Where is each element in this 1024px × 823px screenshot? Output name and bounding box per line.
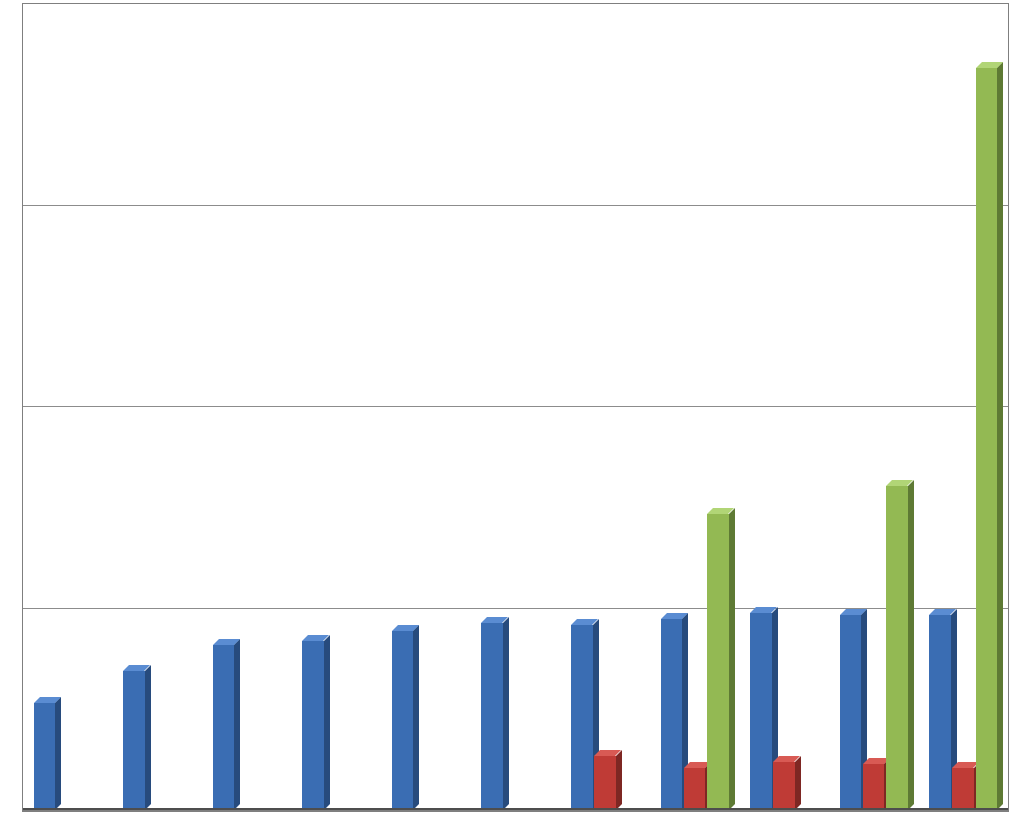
series-blue-bar xyxy=(840,609,861,810)
series-blue-bar xyxy=(34,697,55,810)
series-red-bar xyxy=(594,750,615,810)
plot-floor xyxy=(23,808,1008,810)
series-blue-bar xyxy=(661,613,682,810)
series-blue-bar xyxy=(750,607,771,810)
series-blue-bar xyxy=(123,665,144,810)
series-green-bar xyxy=(707,508,728,810)
series-blue-bar xyxy=(302,635,323,810)
series-red-bar xyxy=(773,756,794,810)
series-blue-bar xyxy=(571,619,592,810)
series-green-bar xyxy=(976,62,997,810)
plot-area xyxy=(22,3,1009,812)
bars-layer xyxy=(23,4,1008,810)
series-blue-bar xyxy=(213,639,234,810)
chart-container xyxy=(0,0,1024,823)
series-blue-bar xyxy=(929,609,950,810)
series-blue-bar xyxy=(392,625,413,810)
series-green-bar xyxy=(886,480,907,810)
series-red-bar xyxy=(952,762,973,810)
series-red-bar xyxy=(684,762,705,810)
series-red-bar xyxy=(863,758,884,810)
series-blue-bar xyxy=(481,617,502,810)
